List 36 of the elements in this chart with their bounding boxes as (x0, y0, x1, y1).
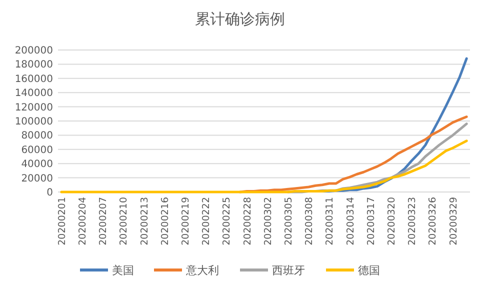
y-tick-label: 100000 (14, 116, 53, 128)
y-tick-label: 80000 (21, 130, 53, 142)
legend-label: 西班牙 (272, 264, 305, 277)
y-tick-label: 60000 (21, 144, 53, 156)
x-tick-label: 20200207 (98, 197, 110, 246)
legend-label: 美国 (112, 264, 134, 277)
legend-label: 意大利 (185, 264, 219, 277)
legend-label: 德国 (358, 264, 380, 277)
x-tick-label: 20200219 (180, 197, 192, 246)
x-tick-label: 20200228 (242, 197, 254, 246)
y-tick-label: 20000 (21, 173, 53, 184)
x-tick-label: 20200317 (366, 197, 377, 246)
x-tick-label: 20200213 (139, 197, 150, 246)
x-tick-label: 20200222 (201, 197, 212, 246)
x-tick-label: 20200210 (118, 197, 130, 246)
x-tick-label: 20200323 (407, 197, 418, 246)
y-tick-label: 160000 (14, 74, 53, 85)
x-tick-label: 20200225 (222, 197, 233, 246)
y-tick-label: 200000 (14, 46, 53, 56)
x-tick-label: 20200320 (386, 197, 398, 246)
y-tick-label: 140000 (14, 88, 53, 100)
x-tick-label: 20200329 (448, 197, 460, 246)
chart-title: 累计确诊病例 (195, 10, 285, 28)
y-tick-label: 0 (46, 188, 53, 198)
x-tick-label: 20200314 (345, 197, 356, 246)
x-tick-label: 20200311 (324, 197, 336, 246)
x-tick-label: 20200204 (78, 197, 89, 246)
y-tick-label: 180000 (14, 60, 53, 71)
x-tick-label: 20200305 (284, 197, 295, 246)
y-tick-label: 40000 (21, 159, 53, 170)
x-tick-label: 20200302 (262, 197, 274, 246)
y-tick-label: 120000 (14, 102, 53, 114)
x-tick-label: 20200308 (304, 197, 316, 246)
x-tick-label: 20200216 (160, 197, 171, 246)
x-tick-label: 20200326 (428, 197, 439, 246)
x-tick-label: 20200201 (56, 197, 68, 246)
